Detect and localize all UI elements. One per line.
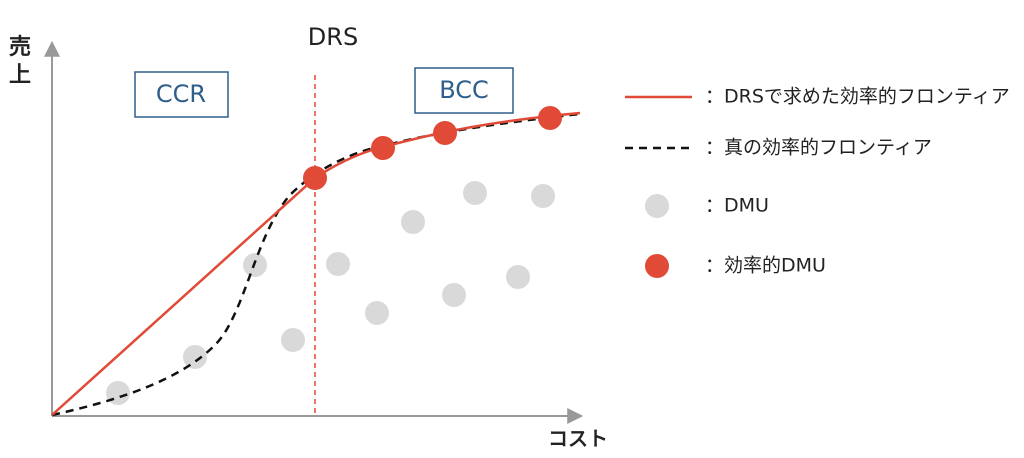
drs-label: DRS	[308, 23, 358, 51]
dmu	[401, 210, 425, 234]
dmu	[365, 301, 389, 325]
true-frontier	[51, 112, 581, 417]
dmu	[506, 265, 530, 289]
legend-dmu	[645, 194, 669, 218]
legend-label: ：DRSで求めた効率的フロンティア	[705, 86, 1010, 108]
bcc-label: BCC	[439, 76, 489, 104]
dmu	[281, 328, 305, 352]
legend-label: ：効率的DMU	[705, 255, 826, 277]
efficient-dmu	[538, 106, 562, 130]
ccr-box	[134, 71, 229, 118]
drs-frontier	[51, 111, 581, 416]
bcc-box	[414, 67, 514, 114]
dmu	[326, 252, 350, 276]
legend-label: ：真の効率的フロンティア	[705, 137, 932, 159]
dmu	[531, 184, 555, 208]
y-axis-label: 上	[9, 63, 31, 88]
dmu	[442, 283, 466, 307]
efficient-dmu-points	[303, 106, 562, 190]
legend-label: ：DMU	[705, 195, 769, 217]
y-axis-label: 売	[9, 34, 31, 60]
efficient-dmu	[371, 136, 395, 160]
dmu	[183, 345, 207, 369]
efficient-dmu	[303, 166, 327, 190]
dmu	[463, 181, 487, 205]
efficient-dmu	[433, 121, 457, 145]
dmu-points	[106, 181, 555, 405]
ccr-label: CCR	[156, 80, 206, 108]
x-axis-label: コスト	[548, 427, 608, 451]
legend-efficient-dmu	[645, 254, 669, 278]
